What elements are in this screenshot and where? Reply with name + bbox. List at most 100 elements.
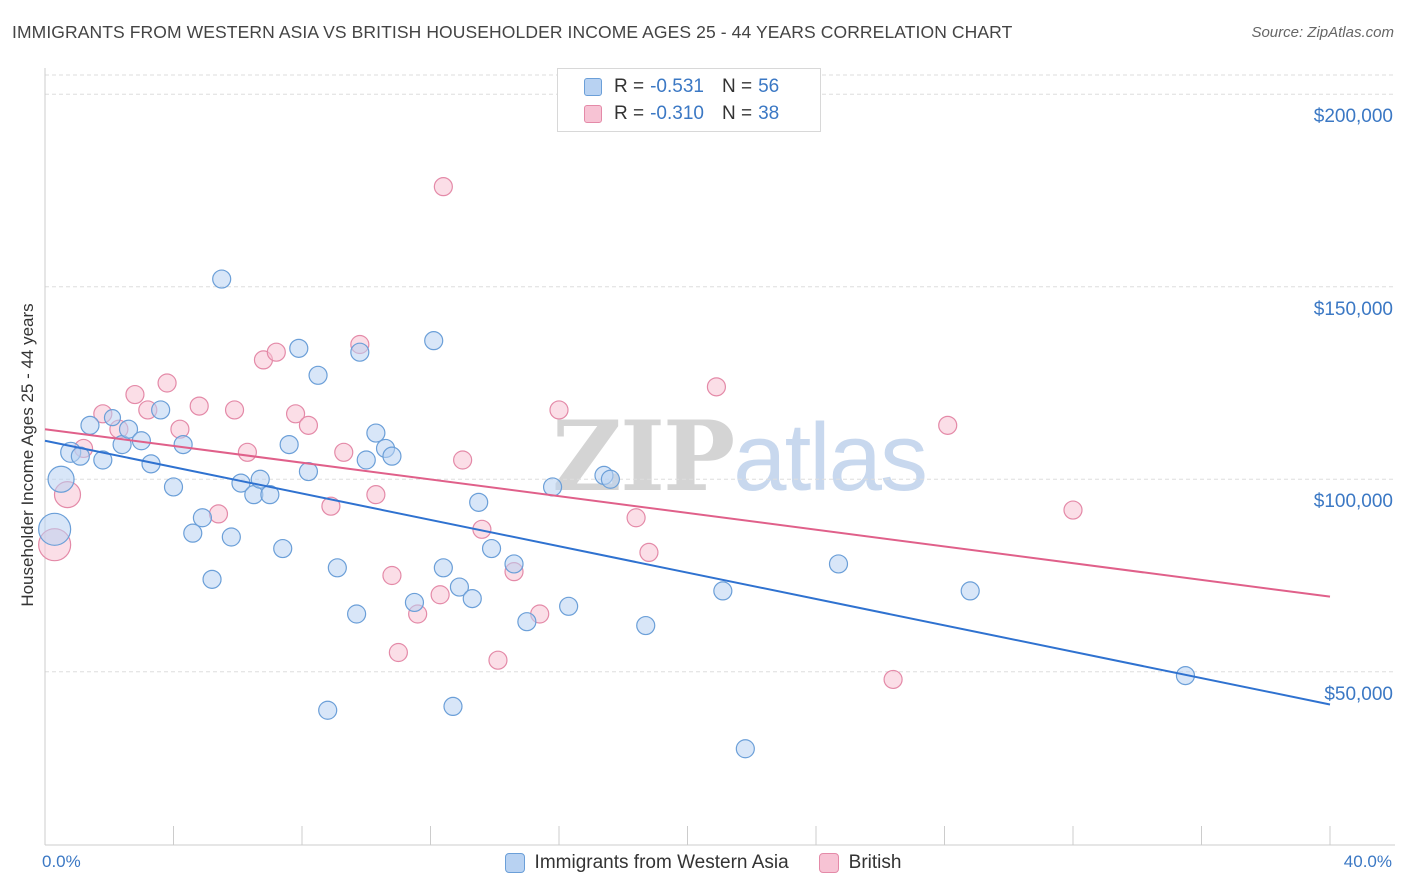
british-point [430,585,450,605]
western-asia-point [118,419,139,439]
western-asia-point [481,538,502,559]
western-asia-point [542,477,563,497]
british-point [298,415,319,435]
legend-r-value: -0.531 [650,76,704,97]
british-point [237,442,257,462]
series-legend-western-asia: Immigrants from Western Asia [504,852,789,874]
western-asia-point [636,615,656,636]
western-asia-point [600,469,621,489]
british-point [321,496,341,516]
western-asia-point [183,523,203,543]
y-axis-label: Householder Income Ages 25 - 44 years [18,303,37,607]
legend-n-value: 38 [758,103,780,124]
british-point [626,508,646,528]
british-points [38,177,1083,690]
british-point [938,415,958,435]
western-asia-point [366,423,386,443]
legend-n-value: 56 [758,76,780,97]
western-asia-point [163,477,184,497]
series-swatch-pink [818,853,839,873]
british-point [549,400,569,420]
legend-r-label: R = [614,76,645,97]
legend-row-western-asia: R = -0.531 N = 56 [584,75,779,99]
british-point [388,642,408,663]
western-asia-point [517,612,537,632]
legend-n-label: N = [721,76,753,97]
source-label: Source: ZipAtlas.com [1251,24,1394,41]
western-asia-point [424,331,444,351]
western-asia-point [202,569,222,589]
legend-swatch-pink [584,105,602,123]
western-asia-point [212,269,232,289]
british-point [883,669,903,690]
axes [44,68,1395,846]
western-asia-point [504,554,524,574]
british-point [334,442,354,462]
british-point [453,450,473,470]
y-tick-label: $50,000 [1324,683,1393,705]
british-point [208,504,229,524]
watermark-zip: ZIP [552,400,735,513]
british-trend-line [44,428,1331,598]
series-legend-label: British [848,852,902,873]
western-asia-point [279,435,299,455]
western-asia-point [960,581,980,601]
western-asia-point [713,581,733,601]
series-legend-label: Immigrants from Western Asia [534,852,789,873]
legend-n-label: N = [721,103,753,124]
series-legend-british: British [818,852,902,874]
watermark: ZIPatlas [552,400,928,513]
western-asia-point [449,577,470,597]
british-point [488,650,508,670]
british-point [189,396,209,416]
x-tick-max: 40.0% [1343,852,1392,871]
western-asia-point [289,338,309,358]
western-asia-point [735,739,755,759]
western-asia-point [350,342,370,362]
y-tick-label: $200,000 [1313,106,1393,128]
western-asia-point [151,400,171,420]
british-point [433,177,453,197]
series-swatch-blue [504,853,525,873]
western-asia-point [173,435,193,455]
western-asia-point [828,554,849,574]
chart-title: IMMIGRANTS FROM WESTERN ASIA VS BRITISH … [12,22,1013,42]
western-asia-point [469,492,489,512]
western-asia-point [308,365,328,385]
western-asia-point [260,485,280,505]
western-asia-point [192,508,213,528]
y-tick-label: $150,000 [1313,298,1393,320]
western-asia-point [347,604,367,624]
western-asia-point [221,527,241,547]
british-point [639,542,659,563]
western-asia-trend-line [44,439,1331,706]
x-tick-min: 0.0% [42,852,81,871]
british-point [224,400,245,420]
british-point [125,384,145,405]
western-asia-point [80,415,100,435]
western-asia-point [443,696,463,717]
western-asia-point [273,538,293,559]
british-point [157,373,177,393]
western-asia-point [318,700,338,720]
british-point [285,404,306,424]
legend-r-label: R = [614,103,645,124]
watermark-atlas: atlas [733,404,928,511]
legend-swatch-blue [584,78,602,96]
western-asia-point [462,588,482,609]
british-point [706,377,727,397]
western-asia-point [382,446,402,466]
western-asia-point [47,465,75,493]
british-point [170,419,190,439]
legend-row-british: R = -0.310 N = 38 [584,102,779,126]
british-point [266,342,286,362]
legend-r-value: -0.310 [650,103,704,124]
western-asia-point [93,450,113,470]
british-point [366,485,386,505]
british-point [382,565,402,586]
western-asia-point [404,592,425,613]
western-asia-point [103,409,122,427]
y-tick-label: $100,000 [1313,491,1393,513]
western-asia-point [327,558,347,578]
series-legend: Immigrants from Western Asia British [0,852,1406,874]
